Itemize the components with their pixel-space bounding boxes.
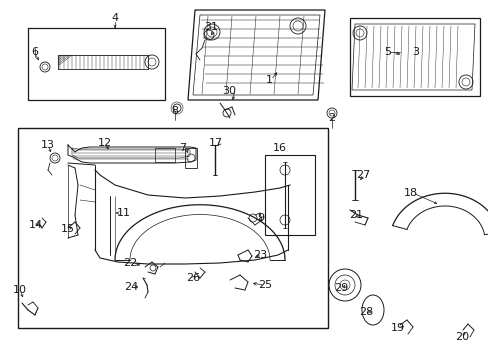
Text: 22: 22 — [122, 258, 137, 268]
Text: 4: 4 — [111, 13, 118, 23]
Text: 23: 23 — [252, 250, 266, 260]
Text: 20: 20 — [454, 332, 468, 342]
Text: 1: 1 — [265, 75, 272, 85]
Text: 6: 6 — [31, 47, 39, 57]
Text: 8: 8 — [171, 106, 178, 116]
Text: 15: 15 — [61, 224, 75, 234]
Text: 27: 27 — [355, 170, 369, 180]
Text: 11: 11 — [117, 208, 131, 218]
Bar — [349, 18, 479, 96]
Bar — [184, 148, 197, 168]
Text: 7: 7 — [179, 143, 186, 153]
Text: 24: 24 — [123, 282, 138, 292]
Text: 16: 16 — [272, 143, 286, 153]
Text: 14: 14 — [29, 220, 43, 230]
Text: 26: 26 — [185, 273, 200, 283]
Text: 21: 21 — [348, 210, 362, 220]
Text: 25: 25 — [257, 280, 271, 290]
Text: 17: 17 — [208, 138, 223, 148]
Text: 5: 5 — [384, 47, 391, 57]
Text: 12: 12 — [98, 138, 112, 148]
Bar — [155, 148, 175, 162]
Text: 19: 19 — [390, 323, 404, 333]
Text: 2: 2 — [328, 113, 335, 123]
Text: 31: 31 — [203, 22, 218, 32]
Bar — [264, 155, 314, 235]
Text: 13: 13 — [41, 140, 55, 150]
Text: 29: 29 — [333, 283, 347, 293]
Bar — [18, 128, 327, 328]
Text: 10: 10 — [13, 285, 27, 295]
Text: 18: 18 — [403, 188, 417, 198]
Bar — [28, 28, 164, 100]
Text: 3: 3 — [412, 47, 419, 57]
Text: 30: 30 — [222, 86, 236, 96]
Text: 28: 28 — [358, 307, 372, 317]
Text: 9: 9 — [257, 213, 264, 223]
